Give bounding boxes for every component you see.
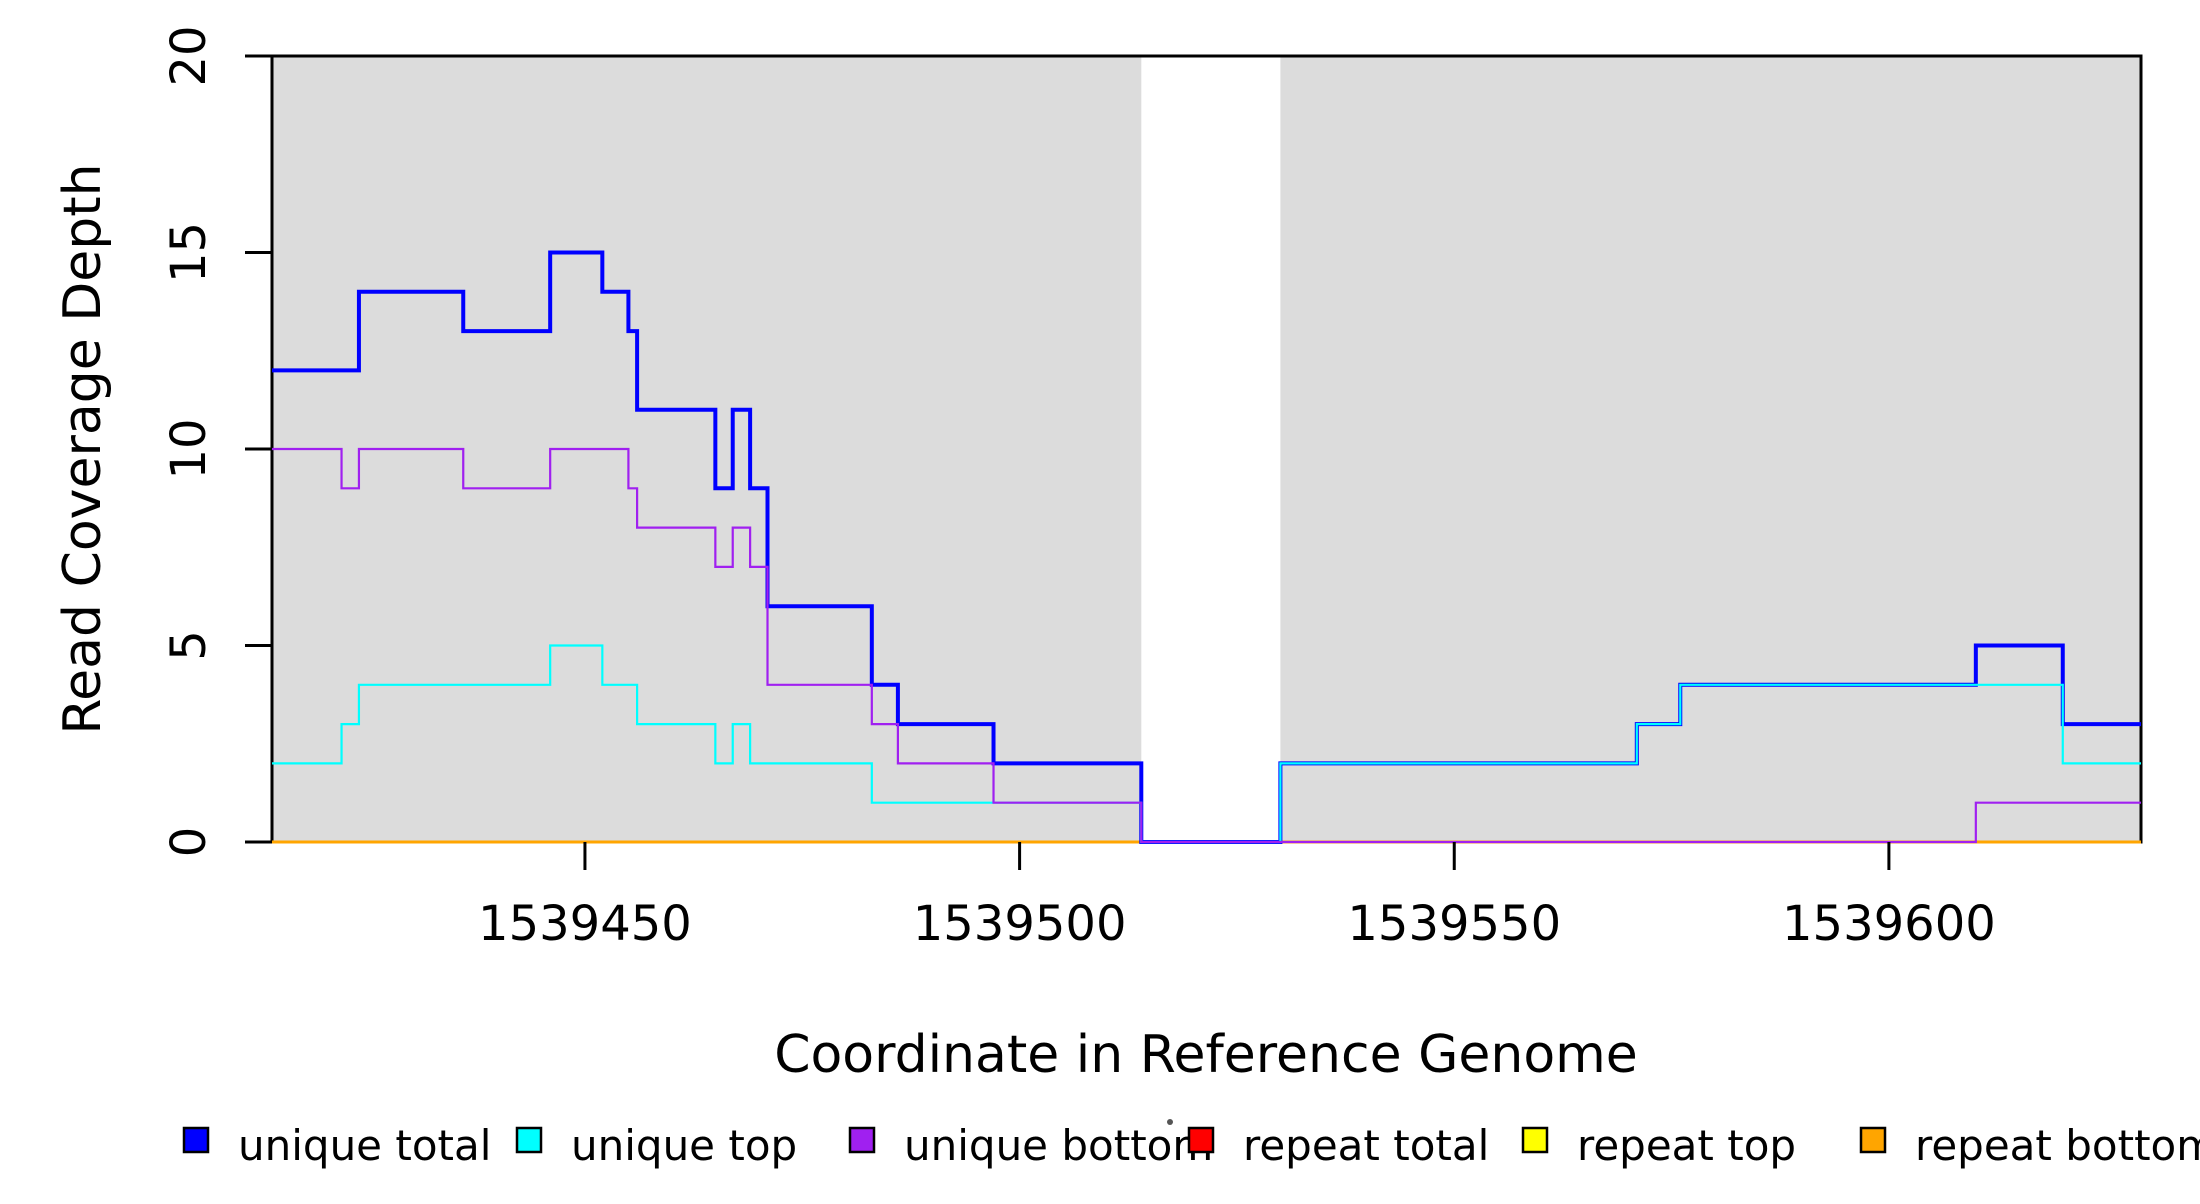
y-axis-ticks: 0 5 10 15 20 xyxy=(161,25,272,857)
legend-item-label: repeat bottom xyxy=(1915,1121,2200,1170)
legend-item-label: unique total xyxy=(238,1121,491,1170)
series-line-unique-bottom xyxy=(272,447,2141,844)
legend-item-repeat-top: repeat top xyxy=(1521,1121,1796,1170)
stray-dot xyxy=(1167,1119,1173,1125)
legend-item-unique-total: unique total xyxy=(182,1121,491,1170)
legend-swatch xyxy=(848,1126,876,1154)
x-tick-label: 1539600 xyxy=(1782,896,1996,952)
y-axis-title: Read Coverage Depth xyxy=(53,163,113,734)
legend-item-unique-bottom: unique bottom xyxy=(848,1121,1213,1170)
shaded-regions xyxy=(272,57,2141,842)
legend-item-repeat-total: repeat total xyxy=(1187,1121,1489,1170)
shaded-region xyxy=(1280,57,2141,842)
x-tick-label: 1539550 xyxy=(1347,896,1561,952)
legend-item-label: repeat total xyxy=(1243,1121,1489,1170)
y-tick-label: 20 xyxy=(161,25,217,86)
x-tick-label: 1539450 xyxy=(478,896,692,952)
y-tick-label: 10 xyxy=(161,418,217,479)
y-tick-label: 15 xyxy=(161,222,217,283)
legend-item-repeat-bottom: repeat bottom xyxy=(1859,1121,2200,1170)
y-tick-label: 5 xyxy=(161,630,217,661)
x-axis-ticks: 1539450 1539500 1539550 1539600 xyxy=(478,842,1996,952)
legend-item-label: unique top xyxy=(571,1121,797,1170)
legend-item-label: repeat top xyxy=(1577,1121,1796,1170)
legend-swatch xyxy=(1521,1126,1549,1154)
legend-swatch xyxy=(1187,1126,1215,1154)
legend-item-unique-top: unique top xyxy=(515,1121,797,1170)
series-line-unique-top xyxy=(272,644,2141,844)
legend-item-label: unique bottom xyxy=(904,1121,1213,1170)
legend-swatch xyxy=(182,1126,210,1154)
legend: unique total unique top unique bottom repea… xyxy=(182,1121,2200,1170)
x-axis-title: Coordinate in Reference Genome xyxy=(774,1025,1638,1085)
legend-swatch xyxy=(1859,1126,1887,1154)
x-tick-label: 1539500 xyxy=(913,896,1127,952)
y-tick-label: 0 xyxy=(161,827,217,858)
legend-swatch xyxy=(515,1126,543,1154)
